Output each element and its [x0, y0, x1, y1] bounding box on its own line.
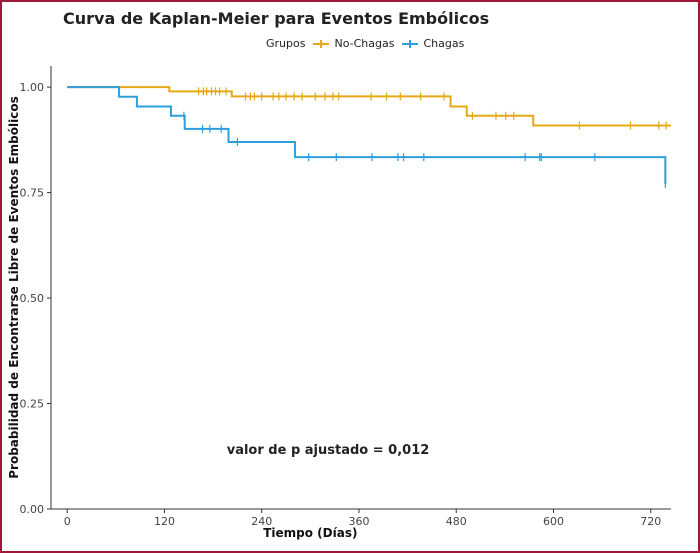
- y-axis-title: Probabilidad de Encontrarse Libre de Eve…: [7, 96, 21, 478]
- legend-label-no-chagas: No-Chagas: [334, 37, 395, 50]
- x-tick-label: 0: [64, 515, 71, 528]
- series-line-no-chagas: [67, 86, 671, 127]
- y-tick-label: 0.75: [20, 187, 45, 200]
- legend-item-chagas: Chagas: [401, 37, 464, 50]
- y-tick-label: 0.50: [20, 292, 45, 305]
- x-tick-label: 120: [154, 515, 175, 528]
- y-tick-label: 0.25: [20, 398, 45, 411]
- p-value-annotation: valor de p ajustado = 0,012: [227, 443, 430, 458]
- legend-swatch-chagas: [402, 39, 419, 48]
- x-tick-label: 240: [251, 515, 272, 528]
- legend: Grupos No-Chagas Chagas: [266, 37, 464, 50]
- legend-title: Grupos: [266, 37, 306, 50]
- y-tick-label: 0.00: [20, 503, 45, 516]
- x-ticks: 0 120 240 360 480 600 720: [64, 509, 661, 528]
- legend-item-no-chagas: No-Chagas: [312, 37, 394, 50]
- x-tick-label: 480: [446, 515, 467, 528]
- series-line-chagas: [67, 86, 667, 185]
- y-ticks: 0.00 0.25 0.50 0.75 1.00: [20, 81, 51, 516]
- x-tick-label: 720: [640, 515, 661, 528]
- axes: [50, 66, 671, 510]
- x-axis-title: Tiempo (Días): [263, 526, 357, 540]
- x-tick-label: 600: [543, 515, 564, 528]
- legend-label-chagas: Chagas: [423, 37, 465, 50]
- chart-title: Curva de Kaplan-Meier para Eventos Emból…: [63, 9, 490, 28]
- x-tick-label: 360: [348, 515, 369, 528]
- y-tick-label: 1.00: [20, 81, 45, 94]
- series-layer: [67, 86, 671, 189]
- legend-swatch-no-chagas: [313, 39, 330, 48]
